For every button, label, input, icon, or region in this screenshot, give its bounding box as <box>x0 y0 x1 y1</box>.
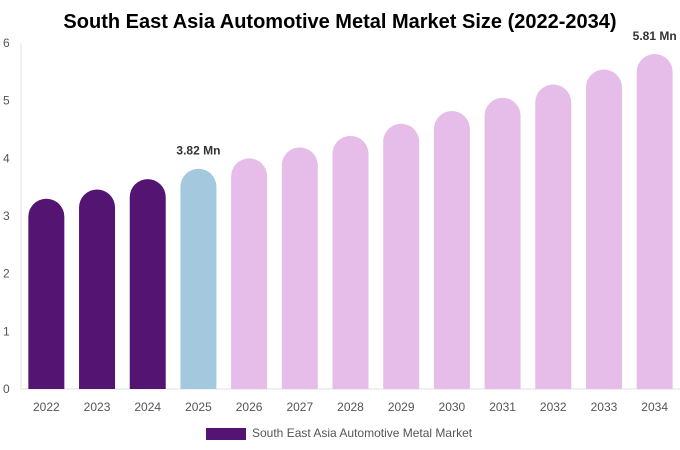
x-tick-label: 2024 <box>134 400 161 414</box>
chart-title: South East Asia Automotive Metal Market … <box>63 11 616 33</box>
bar-2033 <box>585 69 622 389</box>
bar-2034 <box>636 53 673 389</box>
legend-swatch <box>206 428 246 440</box>
x-tick-label: 2022 <box>33 400 60 414</box>
y-tick-label: 2 <box>3 267 10 281</box>
bar-2030 <box>433 111 470 389</box>
x-tick-label: 2028 <box>337 400 364 414</box>
data-label: 3.82 Mn <box>176 144 220 158</box>
bar-2026 <box>231 158 268 389</box>
x-tick-label: 2033 <box>591 400 618 414</box>
x-tick-label: 2026 <box>236 400 263 414</box>
y-tick-label: 6 <box>3 36 10 50</box>
x-tick-label: 2031 <box>489 400 516 414</box>
bars <box>28 53 673 390</box>
bar-2025 <box>180 168 217 389</box>
legend: South East Asia Automotive Metal Market <box>206 426 473 440</box>
data-label: 5.81 Mn <box>633 29 677 43</box>
bar-2028 <box>332 135 369 389</box>
x-axis: 2022 2023 2024 2025 2026 2027 2028 2029 2030 2031… <box>21 388 680 414</box>
bar-2032 <box>535 84 572 390</box>
y-tick-label: 5 <box>3 94 10 108</box>
bar-2022 <box>28 198 65 389</box>
x-tick-label: 2034 <box>641 400 668 414</box>
bar-2029 <box>383 123 420 389</box>
x-tick-label: 2025 <box>185 400 212 414</box>
y-axis: 0 1 2 3 4 5 6 <box>3 36 22 396</box>
x-tick-label: 2030 <box>439 400 466 414</box>
annotations: 3.82 Mn 5.81 Mn <box>176 29 676 158</box>
x-tick-label: 2023 <box>84 400 111 414</box>
y-tick-label: 4 <box>3 151 10 165</box>
x-tick-label: 2027 <box>286 400 313 414</box>
y-tick-label: 1 <box>3 324 10 338</box>
legend-label: South East Asia Automotive Metal Market <box>252 426 473 440</box>
x-tick-label: 2029 <box>388 400 415 414</box>
y-tick-label: 3 <box>3 209 10 223</box>
bar-2024 <box>129 179 166 389</box>
bar-2023 <box>79 189 116 389</box>
bar-2027 <box>281 147 318 389</box>
x-tick-label: 2032 <box>540 400 567 414</box>
bar-2031 <box>484 97 521 389</box>
y-tick-label: 0 <box>3 382 10 396</box>
